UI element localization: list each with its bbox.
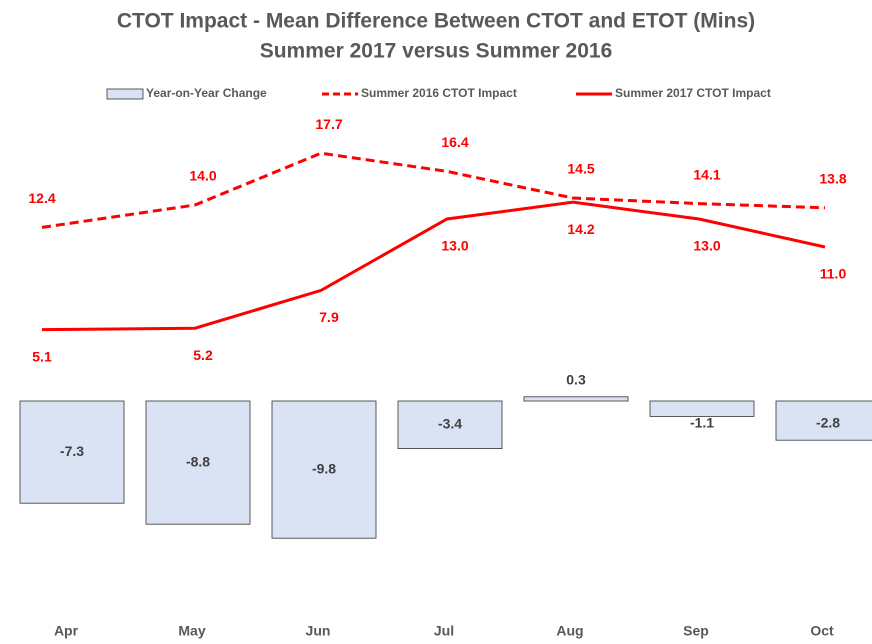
data-label: 12.4 [28, 190, 55, 206]
data-label: 13.8 [819, 171, 846, 187]
data-label: 14.5 [567, 161, 594, 177]
data-label: 14.0 [189, 168, 216, 184]
legend-label: Summer 2016 CTOT Impact [361, 86, 517, 100]
line [41, 151, 826, 229]
chart-title: CTOT Impact - Mean Difference Between CT… [117, 10, 755, 33]
data-label: 5.2 [193, 347, 213, 363]
data-label: 11.0 [820, 266, 847, 282]
bar [649, 400, 755, 417]
data-label: 7.9 [319, 309, 339, 325]
bar [19, 400, 125, 504]
x-tick-label: Aug [556, 623, 583, 639]
data-label: 16.4 [441, 134, 468, 150]
legend-label: Summer 2017 CTOT Impact [615, 86, 771, 100]
data-label: 14.2 [567, 221, 594, 237]
bar [145, 400, 251, 525]
legend-label: Year-on-Year Change [146, 86, 267, 100]
bar-label: -9.8 [312, 460, 336, 476]
data-label: 5.1 [32, 348, 52, 364]
data-label: 17.7 [315, 116, 342, 132]
bar [523, 396, 629, 402]
data-label: 13.0 [693, 238, 720, 254]
x-tick-label: Jul [434, 623, 454, 639]
data-label: 13.0 [441, 238, 468, 254]
x-tick-label: Jun [306, 623, 331, 639]
line [41, 200, 826, 332]
bar [397, 400, 503, 449]
bar [271, 400, 377, 539]
chart-subtitle: Summer 2017 versus Summer 2016 [260, 40, 613, 63]
x-tick-label: Oct [810, 623, 834, 639]
bar [775, 400, 872, 441]
bar-label: -1.1 [690, 415, 714, 431]
bar-label: -7.3 [60, 443, 84, 459]
bar-label: 0.3 [566, 372, 586, 388]
x-tick-label: Apr [54, 623, 79, 639]
bar-label: -8.8 [186, 453, 210, 469]
legend-swatch [106, 88, 144, 100]
x-tick-label: Sep [683, 623, 709, 639]
x-tick-label: May [178, 623, 205, 639]
bar-label: -3.4 [438, 416, 462, 432]
data-label: 14.1 [693, 166, 720, 182]
bar-label: -2.8 [816, 415, 840, 431]
